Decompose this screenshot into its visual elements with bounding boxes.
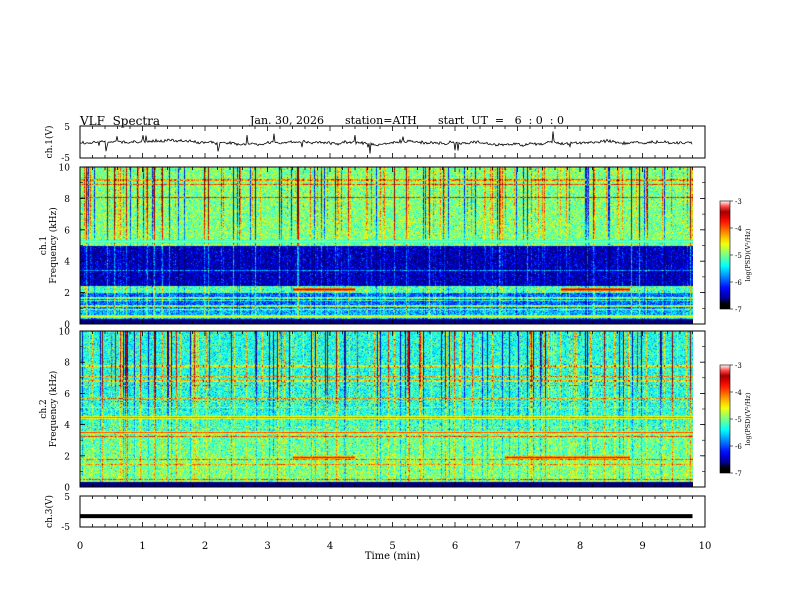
x-tick-label: 10 bbox=[699, 541, 712, 552]
spectrogram-ytick-label: 10 bbox=[59, 164, 71, 174]
x-tick-label: 5 bbox=[389, 541, 395, 552]
x-tick-label: 9 bbox=[639, 541, 645, 552]
x-tick-label: 0 bbox=[77, 541, 83, 552]
station-label: station=ATH bbox=[345, 114, 417, 127]
ch3-ytick-label: 5 bbox=[64, 493, 70, 503]
x-tick-label: 6 bbox=[452, 541, 458, 552]
x-tick-label: 3 bbox=[264, 541, 270, 552]
spectrogram-ytick-label: 4 bbox=[64, 421, 70, 431]
colorbar-tick-label: -4 bbox=[735, 389, 742, 397]
spectrogram-image-ch1 bbox=[80, 167, 693, 324]
ch2-ylabel-line2: Frequency (kHz) bbox=[48, 371, 59, 448]
spectrogram-ytick-label: 4 bbox=[64, 258, 70, 268]
colorbar-tick-label: -5 bbox=[735, 252, 742, 260]
colorbar-label: log(PSD)(V²/Hz) bbox=[744, 228, 752, 281]
x-tick-label: 4 bbox=[327, 541, 333, 552]
colorbar-tick-label: -3 bbox=[735, 198, 742, 206]
ch1-ylabel-line1: ch.1 bbox=[39, 236, 49, 255]
ch2-ylabel: ch.2Frequency (kHz) bbox=[39, 371, 59, 448]
colorbar-tick-label: -6 bbox=[735, 279, 742, 287]
colorbar-tick-label: -5 bbox=[735, 416, 742, 424]
ch1-colorbar bbox=[719, 200, 731, 310]
spectrogram-image-ch2 bbox=[80, 331, 693, 487]
colorbar-tick-label: -7 bbox=[735, 306, 742, 314]
spectrogram-ytick-label: 10 bbox=[59, 328, 71, 338]
colorbar-tick-label: -4 bbox=[735, 225, 742, 233]
colorbar-tick-label: -7 bbox=[735, 470, 742, 478]
colorbar-tick-label: -6 bbox=[735, 443, 742, 451]
ch2-ylabel-line1: ch.2 bbox=[39, 399, 49, 418]
spectrogram-ytick-label: 2 bbox=[64, 289, 70, 299]
ch2-colorbar bbox=[719, 364, 731, 474]
ch3-ylabel: ch.3(V) bbox=[44, 495, 55, 528]
x-tick-label: 7 bbox=[514, 541, 520, 552]
ch3-waveform-line bbox=[80, 514, 693, 519]
ch3-ytick-label: -5 bbox=[61, 523, 70, 533]
colorbar-label: log(PSD)(V²/Hz) bbox=[744, 392, 752, 445]
spectrogram-ytick-label: 0 bbox=[64, 484, 70, 494]
colorbar-tick-label: -3 bbox=[735, 362, 742, 370]
spectrogram-ytick-label: 2 bbox=[64, 452, 70, 462]
ch1-ytick-label: -5 bbox=[61, 154, 70, 164]
date-label: Jan. 30, 2026 bbox=[250, 114, 325, 127]
x-axis-label: Time (min) bbox=[365, 551, 420, 562]
x-tick-label: 1 bbox=[139, 541, 145, 552]
spectrogram-ytick-label: 6 bbox=[64, 390, 70, 400]
ch1-waveform-line bbox=[79, 131, 693, 154]
ch1-ytick-label: 5 bbox=[64, 123, 70, 133]
spectrogram-ytick-label: 0 bbox=[64, 321, 70, 331]
x-tick-label: 2 bbox=[202, 541, 208, 552]
ch1-ylabel: ch.1Frequency (kHz) bbox=[39, 207, 59, 284]
spectrogram-ytick-label: 8 bbox=[64, 359, 70, 369]
spectrogram-ytick-label: 6 bbox=[64, 226, 70, 236]
figure-title: VLF Spectra bbox=[80, 114, 161, 128]
x-tick-label: 8 bbox=[577, 541, 583, 552]
start-time-label: start UT = 6 : 0 : 0 bbox=[438, 114, 564, 127]
spectrogram-ytick-label: 8 bbox=[64, 195, 70, 205]
ch1-ylabel-line2: Frequency (kHz) bbox=[48, 207, 59, 284]
ch1-ylabel: ch.1(V) bbox=[44, 126, 55, 159]
